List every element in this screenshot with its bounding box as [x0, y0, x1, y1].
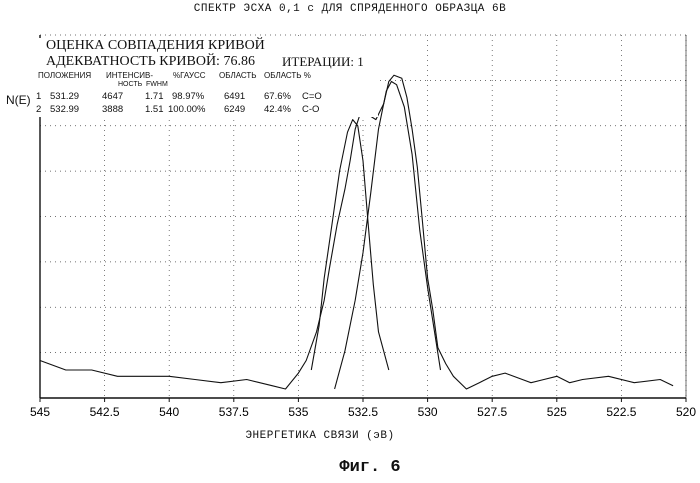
row-area-pct: 42.4% — [264, 104, 291, 115]
col-intensity-2: НОСТЬ — [118, 81, 142, 88]
x-tick-label: 540 — [159, 405, 179, 419]
row-fwhm: 1.71 — [145, 91, 164, 102]
row-gauss: 100.00% — [168, 104, 206, 115]
row-intensity: 4647 — [102, 91, 123, 102]
fit-title: ОЦЕНКА СОВПАДЕНИЯ КРИВОЙ — [46, 38, 378, 54]
row-gauss: 98.97% — [172, 91, 204, 102]
x-tick-label: 545 — [30, 405, 50, 419]
x-tick-label: 537.5 — [219, 405, 249, 419]
curve-fit-panel: ОЦЕНКА СОВПАДЕНИЯ КРИВОЙ АДЕКВАТНОСТЬ КР… — [36, 38, 378, 117]
data-series — [40, 75, 673, 389]
figure-caption: Фиг. 6 — [0, 458, 700, 477]
x-tick-label: 530 — [418, 405, 438, 419]
series-line-C=O — [335, 82, 441, 390]
x-tick-label: 522.5 — [606, 405, 636, 419]
col-intensity: ИНТЕНСИВ- — [106, 71, 153, 80]
col-area: ОБЛАСТЬ — [219, 71, 257, 80]
row-index: 1 — [36, 91, 41, 102]
x-ticks: 545 542.5 540 537.5 535 532.5 530 527.5 525 522.5… — [30, 398, 696, 419]
fit-column-headers-2: НОСТЬ FWHM — [36, 83, 378, 91]
x-tick-label: 520 — [676, 405, 696, 419]
col-fwhm: FWHM — [146, 81, 168, 88]
x-tick-label: 525 — [547, 405, 567, 419]
x-tick-label: 532.5 — [348, 405, 378, 419]
fit-column-headers: ПОЛОЖЕНИЯ ИНТЕНСИВ- %ГАУСС ОБЛАСТЬ ОБЛАС… — [36, 71, 378, 83]
x-tick-label: 527.5 — [477, 405, 507, 419]
col-area-pct: ОБЛАСТЬ % — [264, 71, 311, 80]
row-position: 532.99 — [50, 104, 79, 115]
row-label: C-O — [302, 104, 319, 115]
fit-iterations: ИТЕРАЦИИ: 1 — [282, 54, 364, 70]
row-index: 2 — [36, 104, 41, 115]
y-axis-label: N(E) — [6, 93, 31, 107]
x-axis-label: ЭНЕРГЕТИКА СВЯЗИ (эВ) — [0, 430, 640, 442]
series-line-envelope — [40, 75, 673, 389]
x-tick-label: 542.5 — [90, 405, 120, 419]
row-fwhm: 1.51 — [145, 104, 164, 115]
row-area-pct: 67.6% — [264, 91, 291, 102]
row-area: 6491 — [224, 91, 245, 102]
row-position: 531.29 — [50, 91, 79, 102]
row-label: C=O — [302, 91, 322, 102]
series-line-C-O — [311, 120, 389, 370]
fit-row-1: 1 531.29 4647 1.71 98.97% 6491 67.6% C=O — [36, 91, 378, 104]
col-gauss: %ГАУСС — [173, 71, 206, 80]
row-intensity: 3888 — [102, 104, 123, 115]
fit-row-2: 2 532.99 3888 1.51 100.00% 6249 42.4% C-… — [36, 104, 378, 117]
x-tick-label: 535 — [288, 405, 308, 419]
col-position: ПОЛОЖЕНИЯ — [38, 71, 91, 80]
row-area: 6249 — [224, 104, 245, 115]
